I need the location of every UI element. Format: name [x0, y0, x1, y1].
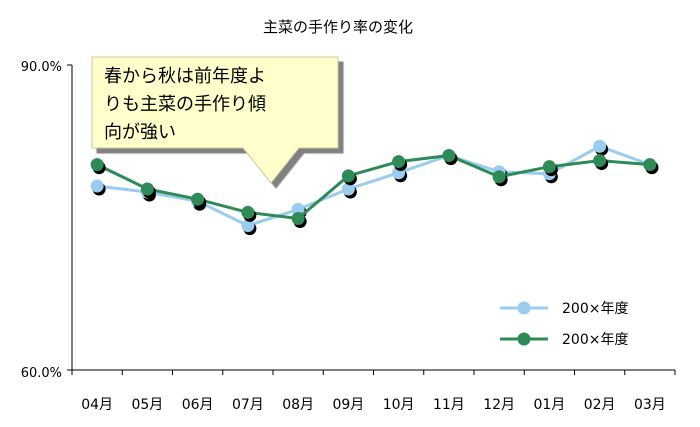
annotation-line-3: 向が強い	[104, 122, 176, 143]
data-point	[593, 154, 607, 168]
data-point	[392, 155, 406, 169]
legend-label-series-1: 200×年度	[562, 301, 628, 317]
series-1	[90, 139, 659, 236]
x-tick-label: 05月	[131, 397, 163, 413]
legend: 200×年度 200×年度	[500, 301, 628, 348]
data-point	[291, 212, 305, 226]
data-point	[90, 179, 104, 193]
x-tick-label: 04月	[81, 397, 113, 413]
chart-title: 主菜の手作り率の変化	[263, 18, 413, 36]
x-tick-label: 03月	[634, 397, 666, 413]
legend-marker-series-2	[517, 332, 531, 346]
data-point	[492, 170, 506, 184]
series-layer	[90, 139, 659, 236]
x-tick-label: 11月	[433, 397, 465, 413]
data-point	[291, 202, 305, 216]
annotation-bubble	[91, 56, 339, 184]
x-tick-labels: 04月 05月 06月 07月 08月 09月 10月 11月 12月 01月 02月 03月	[81, 397, 666, 413]
x-tick-label: 09月	[332, 397, 364, 413]
axes	[67, 64, 676, 375]
x-tick-label: 10月	[383, 397, 415, 413]
data-point	[643, 158, 657, 172]
data-point	[241, 205, 255, 219]
y-tick-label-max: 90.0%	[21, 60, 62, 75]
x-tick-label: 02月	[584, 397, 616, 413]
annotation-line-1: 春から秋は前年度よ	[104, 66, 266, 87]
annotation-line-2: りも主菜の手作り傾	[104, 94, 266, 115]
x-tick-label: 12月	[483, 397, 515, 413]
x-tick-label: 06月	[182, 397, 214, 413]
y-tick-label-min: 60.0%	[21, 366, 62, 381]
data-point	[90, 158, 104, 172]
series-2	[90, 148, 659, 229]
y-tick-labels: 90.0% 60.0%	[21, 60, 62, 381]
data-point	[593, 139, 607, 153]
x-tick-label: 01月	[533, 397, 565, 413]
data-point	[542, 160, 556, 174]
legend-label-series-2: 200×年度	[562, 332, 628, 348]
data-point	[341, 169, 355, 183]
data-point	[140, 182, 154, 196]
data-point	[191, 192, 205, 206]
legend-marker-series-1	[517, 301, 531, 315]
data-point	[442, 148, 456, 162]
series-line	[96, 154, 651, 220]
data-point	[241, 219, 255, 233]
x-tick-label: 08月	[282, 397, 314, 413]
annotation-callout: 春から秋は前年度よ りも主菜の手作り傾 向が強い	[91, 56, 339, 184]
data-point	[341, 182, 355, 196]
series-line	[96, 144, 651, 228]
x-tick-label: 07月	[232, 397, 264, 413]
